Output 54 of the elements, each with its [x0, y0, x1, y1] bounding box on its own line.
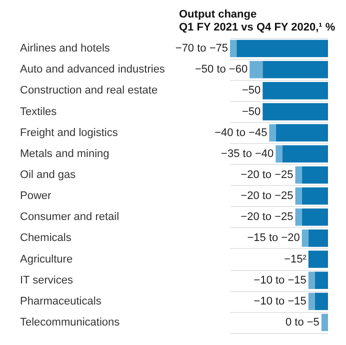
annotation: 0 to −5	[285, 316, 320, 328]
text: −70 to −75	[175, 42, 228, 55]
bar	[295, 208, 302, 226]
bar	[302, 230, 308, 247]
bar	[262, 82, 328, 100]
y-tick-label: Metals and mining	[20, 148, 110, 160]
bar	[269, 124, 276, 142]
bar	[308, 250, 328, 268]
chart-title: Output change	[179, 8, 257, 20]
bar	[308, 292, 315, 310]
bar	[276, 145, 282, 163]
annotation: −15²	[284, 253, 307, 266]
annotation: −50 to −60	[194, 64, 248, 76]
chart-subtitle: Q1 FY 2021 vs Q4 FY 2020,¹ %	[179, 22, 336, 34]
bar	[302, 208, 328, 226]
y-tick-label: Consumer and retail	[20, 211, 120, 224]
annotation: −50	[242, 106, 261, 118]
annotation: −50	[242, 84, 261, 97]
bar	[321, 314, 328, 332]
y-tick-label: Pharmaceuticals	[20, 295, 102, 308]
bar	[308, 272, 315, 289]
y-tick-label: Telecommunications	[20, 316, 120, 328]
bar	[236, 40, 328, 58]
bar	[302, 166, 328, 184]
annotation: −35 to −40	[221, 148, 274, 160]
annotation: −10 to −15	[254, 274, 306, 286]
bar	[314, 292, 328, 310]
y-tick-label: Oil and gas	[20, 168, 76, 181]
bar	[295, 187, 302, 205]
bar	[295, 166, 302, 184]
bar	[276, 124, 328, 142]
annotation: −20 to −25	[240, 168, 294, 181]
annotation: −20 to −25	[240, 190, 294, 202]
y-tick-label: Auto and advanced industries	[20, 64, 166, 76]
bar	[262, 60, 328, 78]
y-tick-label: Freight and logistics	[20, 126, 118, 139]
bar	[302, 187, 328, 205]
bar	[282, 145, 328, 163]
annotation: −40 to −45	[214, 126, 268, 139]
bar	[262, 103, 328, 120]
y-tick-label: IT services	[20, 274, 74, 286]
y-tick-label: Construction and real estate	[20, 84, 158, 97]
y-tick-label: Chemicals	[20, 232, 72, 244]
bar	[314, 272, 328, 289]
annotation: −10 to −15	[254, 295, 306, 308]
annotation: −15 to −20	[247, 232, 300, 244]
y-tick-label: Textiles	[20, 106, 58, 118]
y-tick-label: Power	[20, 190, 52, 202]
bar	[230, 40, 237, 58]
y-tick-label: Airlines and hotels	[20, 42, 110, 55]
annotation: −20 to −25	[240, 211, 294, 224]
y-tick-label: Agriculture	[20, 253, 73, 266]
bar	[250, 60, 263, 78]
bar	[308, 230, 328, 247]
